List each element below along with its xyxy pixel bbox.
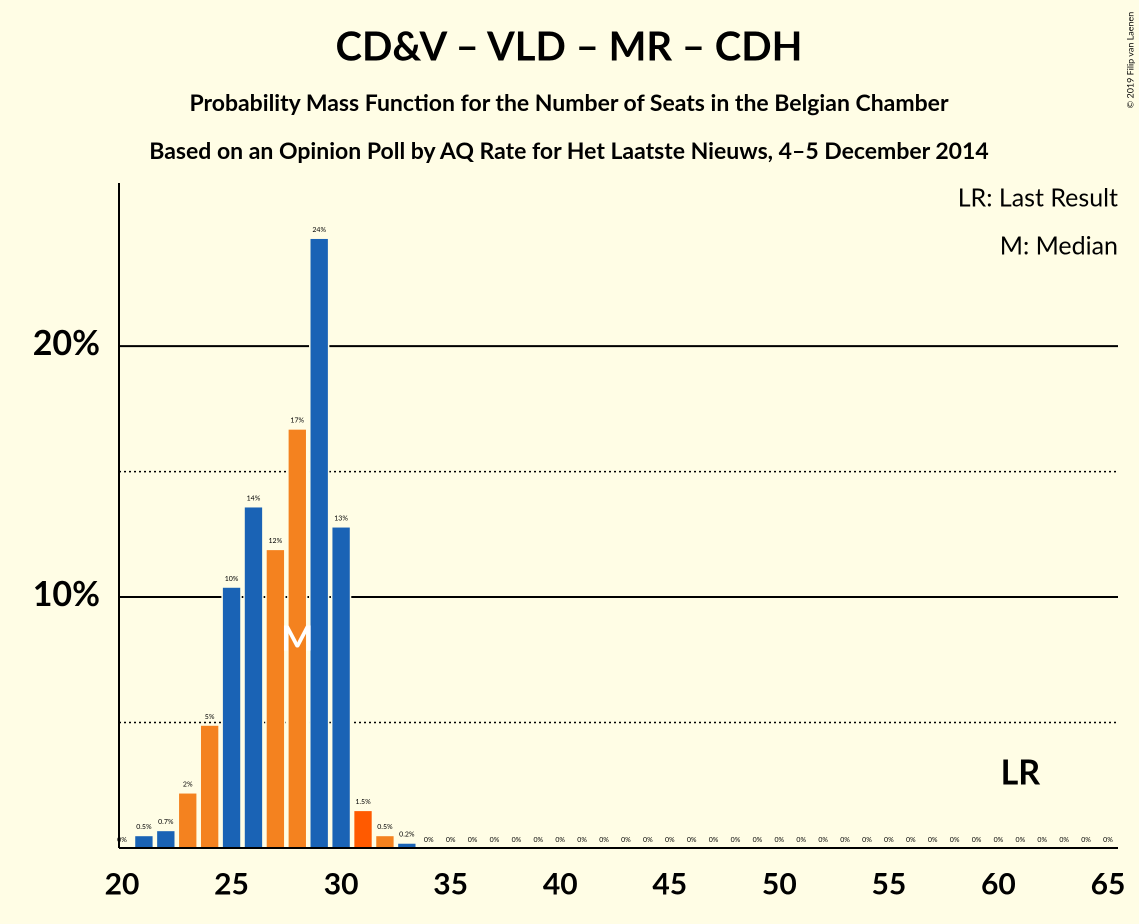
value-label: 0% <box>994 836 1004 844</box>
value-label: 0% <box>774 836 784 844</box>
value-label: 0% <box>731 836 741 844</box>
value-label: 0% <box>1103 836 1113 844</box>
value-label: 0% <box>665 836 675 844</box>
credit: © 2019 Filip van Laenen <box>1124 12 1135 109</box>
legend-entry: M: Median <box>1000 230 1118 260</box>
value-label: 10% <box>225 575 239 583</box>
value-label: 0% <box>446 836 456 844</box>
median-marker: M <box>281 618 313 659</box>
bar <box>221 586 242 849</box>
bar <box>352 809 374 849</box>
x-tick-label: 45 <box>652 866 687 902</box>
value-label: 0% <box>577 836 587 844</box>
x-tick-label: 30 <box>324 866 359 902</box>
value-label: 0% <box>512 836 522 844</box>
value-label: 0% <box>424 836 434 844</box>
y-tick-label: 10% <box>33 573 100 614</box>
value-label: 0% <box>928 836 938 844</box>
x-tick-label: 60 <box>981 866 1016 902</box>
value-label: 0% <box>709 836 719 844</box>
value-label: 0% <box>1059 836 1069 844</box>
value-label: 0% <box>818 836 828 844</box>
x-tick-label: 20 <box>105 866 140 902</box>
bar <box>243 505 264 849</box>
bar <box>330 526 352 849</box>
value-label: 0.2% <box>399 831 415 839</box>
bar <box>265 548 286 849</box>
value-label: 0% <box>490 836 500 844</box>
value-label: 14% <box>247 494 261 502</box>
x-tick-label: 25 <box>214 866 249 902</box>
value-label: 0% <box>950 836 960 844</box>
value-label: 0% <box>906 836 916 844</box>
value-label: 0% <box>687 836 697 844</box>
value-label: 24% <box>312 226 326 234</box>
value-label: 0% <box>972 836 982 844</box>
value-label: 0% <box>840 836 850 844</box>
value-label: 0% <box>1016 836 1026 844</box>
chart-title: CD&V – VLD – MR – CDH <box>336 21 803 69</box>
x-tick-label: 65 <box>1091 866 1126 902</box>
value-label: 17% <box>290 417 304 425</box>
value-label: 0% <box>599 836 609 844</box>
bar <box>199 724 220 849</box>
value-label: 0% <box>555 836 565 844</box>
value-label: 0% <box>533 836 543 844</box>
value-label: 0% <box>117 836 127 844</box>
value-label: 0.5% <box>136 823 152 831</box>
x-tick-label: 40 <box>543 866 578 902</box>
value-label: 0.5% <box>377 823 393 831</box>
chart-subtitle: Based on an Opinion Poll by AQ Rate for … <box>149 136 988 164</box>
y-tick-label: 20% <box>33 322 100 363</box>
value-label: 5% <box>205 713 215 721</box>
value-label: 12% <box>269 537 283 545</box>
last-result-marker: LR <box>1001 752 1041 793</box>
bar <box>155 829 176 849</box>
value-label: 0% <box>862 836 872 844</box>
value-label: 0% <box>1037 836 1047 844</box>
value-label: 0% <box>1081 836 1091 844</box>
value-label: 0% <box>468 836 478 844</box>
value-label: 0% <box>753 836 763 844</box>
legend-entry: LR: Last Result <box>958 182 1118 212</box>
x-tick-label: 35 <box>433 866 468 902</box>
value-label: 0% <box>796 836 806 844</box>
bar <box>309 237 330 849</box>
chart-subtitle: Probability Mass Function for the Number… <box>189 88 949 116</box>
value-label: 1.5% <box>355 798 371 806</box>
bar <box>177 792 198 849</box>
value-label: 0% <box>621 836 631 844</box>
value-label: 0% <box>884 836 894 844</box>
x-tick-label: 50 <box>762 866 797 902</box>
bar <box>133 834 155 849</box>
value-label: 0% <box>643 836 653 844</box>
x-tick-label: 55 <box>871 866 906 902</box>
value-label: 0.7% <box>158 818 174 826</box>
bar <box>374 834 396 849</box>
value-label: 13% <box>334 515 348 523</box>
value-label: 2% <box>183 781 193 789</box>
